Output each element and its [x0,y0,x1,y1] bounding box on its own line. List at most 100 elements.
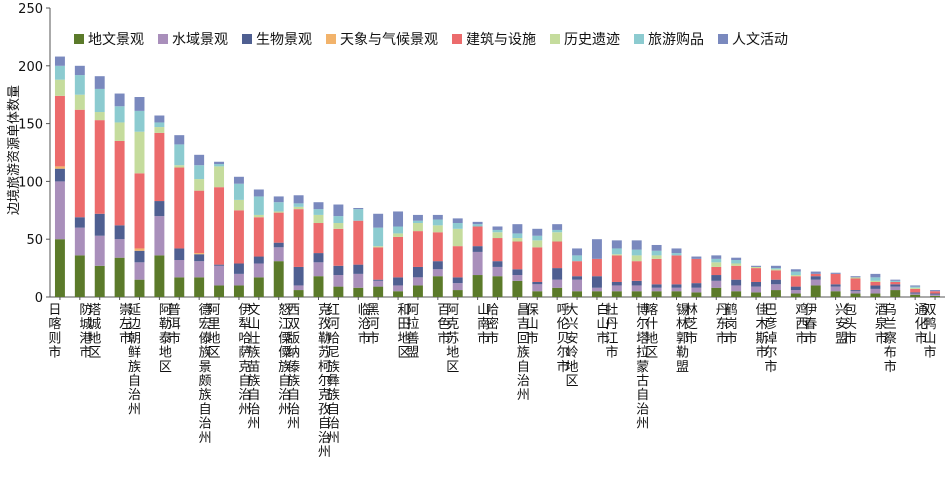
bar-segment [333,265,344,276]
bar-segment [74,109,85,218]
x-tick-label-text: 牡丹江市 [605,303,618,361]
bar-segment [790,269,801,272]
x-tick-label-text: 普洱市 [168,303,181,346]
x-tick-label: 鸡西市 [795,302,808,346]
bar-segment [194,277,205,297]
x-tick-label-text: 乌兰察布市 [884,302,897,375]
bar-segment [890,286,901,291]
bar-segment [711,255,722,259]
x-tick-label: 日喀则市 [48,303,61,361]
bar-segment [870,293,881,297]
x-tick-label-text: 临沧市 [358,303,371,346]
x-tick-label-text: 博尔塔拉蒙古自治州 [636,303,649,432]
bar-segment [432,219,443,226]
bar-segment [492,266,503,277]
bar-segment [532,235,543,241]
x-tick-label: 双鸭山市 [924,303,937,361]
bar-segment [591,258,602,277]
bar-segment [751,268,762,282]
x-tick-label: 塔城地区 [88,303,101,361]
bar-segment [532,291,543,297]
bar-segment [174,135,185,145]
legend-swatch [634,34,644,44]
bar-segment [512,238,523,242]
y-tick-label: 50 [26,233,43,248]
x-tick-label-text: 双鸭山市 [924,303,937,361]
x-tick-label: 兴安盟 [835,303,848,346]
bar-segment [54,56,65,66]
bar-segment [830,284,841,287]
bar-segment [353,207,364,210]
bar-segment [253,189,264,197]
bar-segment [532,247,543,282]
bar-segment [134,279,145,297]
legend-label: 水域景观 [172,32,228,48]
bar-segment [691,258,702,284]
bar-segment [910,287,921,289]
bar-segment [930,295,941,297]
bar-segment [233,263,244,274]
legend-item: 地文景观 [74,32,144,48]
y-tick-label: 200 [18,60,43,75]
bar-segment [134,110,145,132]
x-tick-label-text: 黑河市 [367,303,380,346]
x-tick-label: 大兴安岭地区 [566,303,579,389]
bar-segment [154,255,165,297]
bar-segment [532,281,543,285]
x-tick-label-text: 德宏傣族景颇族自治州 [199,303,212,446]
bar-segment [94,265,105,297]
legend-label: 生物景观 [256,32,312,48]
bar-segment [572,279,583,292]
bar-segment [333,216,344,224]
x-tick-label: 牡丹江市 [605,303,618,361]
bar-segment [393,285,404,292]
y-tick-label: 100 [18,175,43,190]
x-tick-label-text: 红河哈尼族彝族自治州 [327,302,340,446]
bar-segment [432,214,443,220]
y-tick-label: 0 [35,291,43,306]
x-tick-label-text: 塔城地区 [88,303,101,361]
bar-segment [174,165,185,168]
bar-segment [253,217,264,257]
bar-segment [671,291,682,297]
bar-segment [810,279,821,286]
bar-segment [233,273,244,286]
bar-segment [870,285,881,289]
bar-segment [293,290,304,297]
x-tick-label: 伊春市 [804,303,817,346]
x-tick-label: 防城港市 [79,302,92,361]
bar-segment [94,76,105,89]
bar-segment [890,279,901,281]
bar-segment [870,281,881,286]
bar-segment [611,255,622,282]
x-tick-label: 临沧市 [358,303,371,346]
bar-segment [154,127,165,133]
bar-segment [870,288,881,294]
bar-segment [790,271,801,276]
legend-swatch [718,34,728,44]
bar-segment [393,226,404,234]
x-tick-label: 德宏傣族景颇族自治州 [199,303,212,446]
y-tick-label: 250 [18,2,43,17]
bar-segment [54,168,65,182]
bar-segment [214,264,225,266]
bar-segment [790,275,801,277]
bar-segment [253,214,264,218]
bar-segment [870,277,881,281]
bar-segment [214,285,225,297]
bar-segment [293,203,304,207]
bar-segment [273,196,284,203]
bar-segment [452,223,463,229]
bar-segment [293,285,304,291]
x-tick-label-text: 哈密市 [486,303,499,346]
x-tick-label: 百色市 [437,303,450,346]
y-tick-label: 150 [18,118,43,133]
bar-segment [333,204,344,217]
bar-segment [94,88,105,113]
bar-segment [214,161,225,165]
bar-segment [333,275,344,287]
bar-segment [54,79,65,96]
legend-item: 生物景观 [242,32,312,48]
x-tick-label-text: 西双版纳傣族自治州 [287,303,300,432]
x-tick-label-text: 阿勒泰地区 [159,303,172,375]
